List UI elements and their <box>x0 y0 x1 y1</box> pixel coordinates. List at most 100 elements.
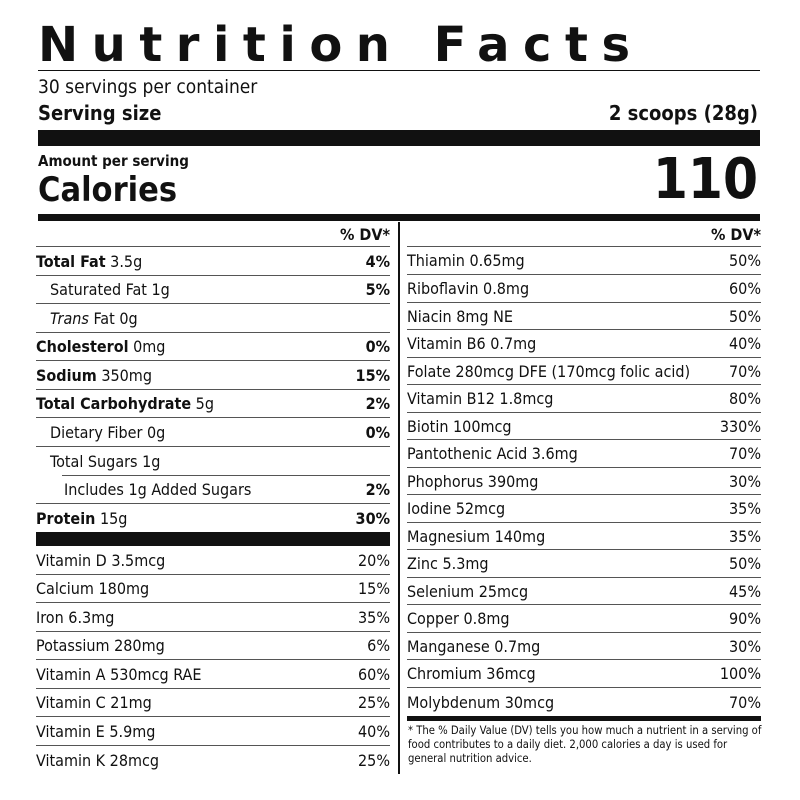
calories-value: 110 <box>652 147 758 212</box>
nutrient-dv: 60% <box>729 279 761 298</box>
vitamin-row-vitamin-c: Vitamin C 21mg 25% <box>36 689 390 717</box>
nutrient-row-iodine: Iodine 52mcg 35% <box>407 495 761 523</box>
nutrient-row-manganese: Manganese 0.7mg 30% <box>407 633 761 660</box>
nutrient-dv: 80% <box>729 389 761 408</box>
nutrient-row-thiamin: Thiamin 0.65mg 50% <box>407 247 761 275</box>
title-rule <box>38 70 760 71</box>
daily-value-footnote: * The % Daily Value (DV) tells you how m… <box>408 724 762 765</box>
vitamin-row-vitamin-k: Vitamin K 28mcg 25% <box>36 746 390 774</box>
nutrient-dv: 50% <box>729 306 761 326</box>
nutrient-name: Saturated Fat 1g <box>50 280 170 299</box>
nutrient-name: Protein 15g <box>36 508 128 528</box>
right-column: % DV* Thiamin 0.65mg 50% Riboflavin 0.8m… <box>407 222 761 722</box>
nutrient-name: Vitamin D 3.5mcg <box>36 550 166 570</box>
panel-title: Nutrition Facts <box>38 18 644 72</box>
nutrient-dv: 50% <box>729 554 761 573</box>
nutrient-dv: 4% <box>365 251 390 271</box>
nutrient-row-pantothenic-acid: Pantothenic Acid 3.6mg 70% <box>407 440 761 468</box>
nutrient-dv: 30% <box>729 636 761 656</box>
nutrient-dv: 30% <box>355 508 390 528</box>
footnote-rule <box>407 716 761 721</box>
nutrient-row-molybdenum: Molybdenum 30mcg 70% <box>407 688 761 716</box>
nutrient-name: Vitamin K 28mcg <box>36 750 160 770</box>
nutrient-dv: 0% <box>365 337 390 356</box>
nutrient-name: Molybdenum 30mcg <box>407 692 555 712</box>
column-divider <box>398 222 400 774</box>
nutrient-row-saturated-fat: Saturated Fat 1g 5% <box>36 276 390 304</box>
nutrient-row-trans-fat: Trans Fat 0g <box>36 304 390 333</box>
nutrient-row-vitamin-b6: Vitamin B6 0.7mg 40% <box>407 330 761 358</box>
vitamin-row-vitamin-a: Vitamin A 530mcg RAE 60% <box>36 660 390 689</box>
vitamin-row-calcium: Calcium 180mg 15% <box>36 575 390 603</box>
nutrient-row-protein: Protein 15g 30% <box>36 504 390 532</box>
nutrient-name: Calcium 180mg <box>36 579 150 598</box>
nutrient-row-phophorus: Phophorus 390mg 30% <box>407 468 761 495</box>
nutrient-dv: 45% <box>729 581 761 601</box>
nutrient-name: Total Fat 3.5g <box>36 251 143 271</box>
nutrient-name: Magnesium 140mg <box>407 526 546 546</box>
nutrient-dv: 100% <box>719 664 761 683</box>
nutrient-row-copper: Copper 0.8mg 90% <box>407 605 761 633</box>
nutrient-name: Selenium 25mcg <box>407 581 529 601</box>
nutrient-row-selenium: Selenium 25mcg 45% <box>407 578 761 605</box>
nutrient-dv: 25% <box>358 750 390 770</box>
nutrient-name: Niacin 8mg NE <box>407 306 513 326</box>
nutrient-name: Chromium 36mcg <box>407 664 536 683</box>
vitamin-row-potassium: Potassium 280mg 6% <box>36 632 390 660</box>
nutrient-name: Vitamin B12 1.8mcg <box>407 389 554 408</box>
nutrient-name: Vitamin E 5.9mg <box>36 721 156 741</box>
nutrient-dv: 30% <box>729 471 761 491</box>
nutrient-name: Pantothenic Acid 3.6mg <box>407 444 578 463</box>
nutrient-dv: 15% <box>358 579 390 598</box>
nutrient-row-niacin: Niacin 8mg NE 50% <box>407 303 761 330</box>
serving-size-value: 2 scoops (28g) <box>608 101 758 125</box>
vitamin-row-iron: Iron 6.3mg 35% <box>36 603 390 632</box>
nutrient-row-sodium: Sodium 350mg 15% <box>36 361 390 390</box>
protein-thick-rule <box>36 532 390 546</box>
nutrient-dv: 330% <box>719 416 761 436</box>
nutrient-dv: 2% <box>365 394 390 413</box>
nutrient-dv: 35% <box>729 526 761 546</box>
calories-label: Calories <box>38 170 178 210</box>
added-sugars-rule <box>62 475 390 476</box>
nutrient-name: Thiamin 0.65mg <box>407 251 525 270</box>
nutrient-row-magnesium: Magnesium 140mg 35% <box>407 523 761 550</box>
nutrient-name: Sodium 350mg <box>36 365 152 385</box>
nutrient-row-vitamin-b12: Vitamin B12 1.8mcg 80% <box>407 385 761 413</box>
nutrient-dv: 25% <box>358 693 390 712</box>
nutrient-dv: 6% <box>367 636 390 655</box>
nutrient-dv: 2% <box>365 479 390 499</box>
thick-rule-top <box>38 130 760 146</box>
nutrient-name: Manganese 0.7mg <box>407 636 541 656</box>
nutrient-name: Cholesterol 0mg <box>36 337 166 356</box>
nutrient-name: Iron 6.3mg <box>36 607 115 627</box>
servings-per-container: 30 servings per container <box>38 76 258 98</box>
nutrient-name: Total Sugars 1g <box>50 451 161 471</box>
vitamin-row-vitamin-d: Vitamin D 3.5mcg 20% <box>36 546 390 575</box>
nutrient-row-dietary-fiber: Dietary Fiber 0g 0% <box>36 418 390 447</box>
nutrient-name: Folate 280mcg DFE (170mcg folic acid) <box>407 361 691 381</box>
nutrient-row-total-carbohydrate: Total Carbohydrate 5g 2% <box>36 390 390 418</box>
nutrient-name: Phophorus 390mg <box>407 471 539 491</box>
nutrient-name: Zinc 5.3mg <box>407 554 489 573</box>
nutrient-name: Copper 0.8mg <box>407 609 510 628</box>
nutrient-name: Dietary Fiber 0g <box>50 422 166 442</box>
nutrient-row-total-fat: Total Fat 3.5g 4% <box>36 247 390 276</box>
serving-size-label: Serving size <box>38 101 162 125</box>
nutrient-row-zinc: Zinc 5.3mg 50% <box>407 550 761 578</box>
nutrient-dv: 70% <box>729 361 761 381</box>
nutrient-dv: 40% <box>729 334 761 353</box>
nutrient-name: Includes 1g Added Sugars <box>64 479 252 499</box>
nutrient-row-added-sugars: Includes 1g Added Sugars 2% <box>36 475 390 504</box>
amount-per-serving: Amount per serving <box>38 152 189 170</box>
nutrient-dv: 50% <box>729 251 761 270</box>
nutrient-name: Vitamin A 530mcg RAE <box>36 664 202 684</box>
nutrient-name: Total Carbohydrate 5g <box>36 394 214 413</box>
nutrient-dv: 70% <box>729 692 761 712</box>
nutrient-name: Biotin 100mcg <box>407 416 512 436</box>
nutrient-dv: 70% <box>729 444 761 463</box>
nutrient-name: Riboflavin 0.8mg <box>407 279 530 298</box>
nutrient-dv: 40% <box>358 721 390 741</box>
nutrient-row-folate: Folate 280mcg DFE (170mcg folic acid) 70… <box>407 358 761 385</box>
nutrient-dv: 60% <box>358 664 390 684</box>
